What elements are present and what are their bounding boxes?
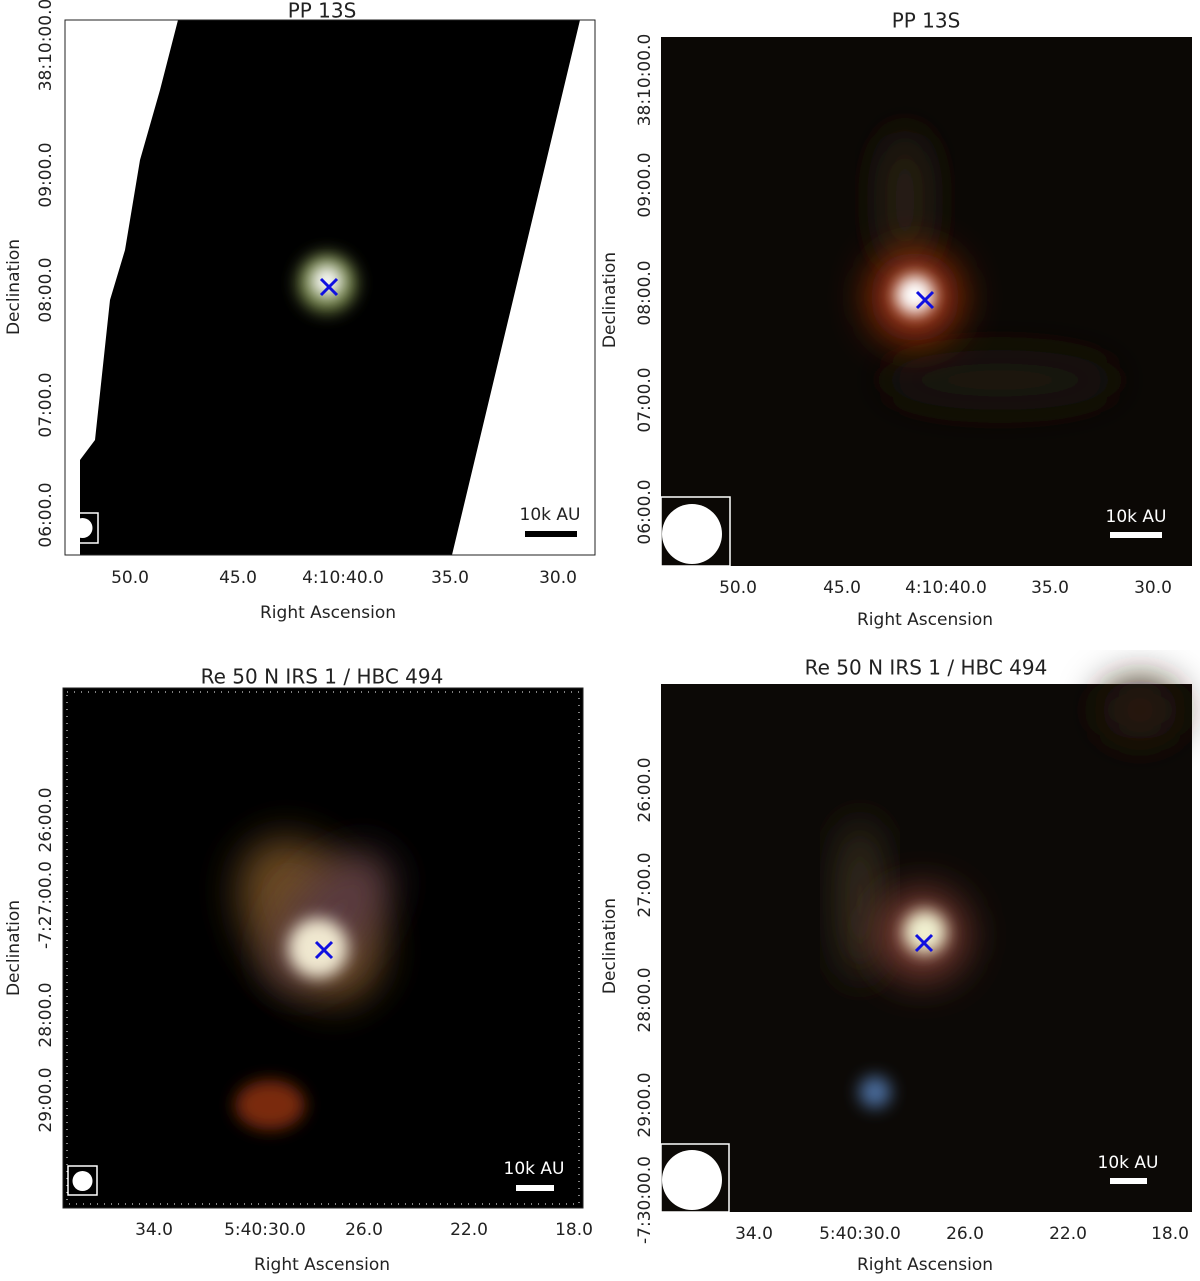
y-tick-label: 28:00.0	[635, 967, 655, 1032]
panel-title: Re 50 N IRS 1 / HBC 494	[805, 656, 1048, 680]
x-tick-label: 35.0	[431, 568, 469, 588]
y-tick-label: 08:00.0	[635, 260, 655, 325]
y-axis-label: Declination	[4, 239, 24, 335]
y-tick-label: 08:00.0	[36, 257, 56, 322]
y-tick-label: 38:10:00.0	[635, 34, 655, 127]
x-tick-label: 4:10:40.0	[905, 578, 987, 598]
beams	[66, 496, 731, 1213]
scale-bar-label: 10k AU	[520, 505, 581, 525]
x-tick-label: 26.0	[345, 1220, 383, 1240]
y-axis-label: Declination	[600, 898, 620, 994]
x-tick-label: 18.0	[555, 1220, 593, 1240]
scale-bar-label: 10k AU	[504, 1159, 565, 1179]
y-tick-label: 06:00.0	[635, 479, 655, 544]
y-tick-label: 26:00.0	[36, 787, 56, 852]
y-tick-label: 27:00.0	[635, 852, 655, 917]
scale-bar-label: 10k AU	[1098, 1153, 1159, 1173]
image-2	[661, 37, 1192, 566]
x-tick-label: 30.0	[1134, 578, 1172, 598]
y-tick-label: 26:00.0	[635, 757, 655, 822]
y-tick-label: 09:00.0	[36, 142, 56, 207]
panel-title: PP 13S	[288, 0, 357, 23]
y-tick-label: 29:00.0	[36, 1067, 56, 1132]
x-tick-label: 45.0	[219, 568, 257, 588]
x-tick-label: 34.0	[135, 1220, 173, 1240]
image-4	[661, 680, 1192, 1212]
y-tick-label: 07:00.0	[36, 372, 56, 437]
y-axis-label: Declination	[600, 252, 620, 348]
x-tick-label: 26.0	[946, 1224, 984, 1244]
x-axis-label: Right Ascension	[260, 603, 396, 623]
y-tick-label: 07:00.0	[635, 367, 655, 432]
y-tick-label: -7:30:00.0	[635, 1156, 655, 1244]
x-axis-label: Right Ascension	[254, 1255, 390, 1275]
y-tick-label: 09:00.0	[635, 152, 655, 217]
x-tick-label: 45.0	[823, 578, 861, 598]
y-axis-label: Declination	[4, 900, 24, 996]
x-tick-label: 22.0	[1049, 1224, 1087, 1244]
y-tick-label: -7:27:00.0	[36, 861, 56, 949]
y-tick-label: 28:00.0	[36, 982, 56, 1047]
x-tick-label: 4:10:40.0	[302, 568, 384, 588]
x-tick-label: 50.0	[111, 568, 149, 588]
x-axis-label: Right Ascension	[857, 610, 993, 630]
x-axis-label: Right Ascension	[857, 1255, 993, 1275]
y-tick-label: 38:10:00.0	[36, 0, 56, 91]
x-tick-label: 35.0	[1031, 578, 1069, 598]
panel-title: PP 13S	[892, 9, 961, 33]
x-tick-label: 5:40:30.0	[224, 1220, 306, 1240]
panel-title: Re 50 N IRS 1 / HBC 494	[201, 665, 444, 689]
x-tick-label: 5:40:30.0	[819, 1224, 901, 1244]
x-tick-label: 50.0	[719, 578, 757, 598]
x-tick-label: 22.0	[450, 1220, 488, 1240]
y-tick-label: 29:00.0	[635, 1072, 655, 1137]
x-tick-label: 18.0	[1151, 1224, 1189, 1244]
x-tick-label: 34.0	[735, 1224, 773, 1244]
source-markers	[314, 277, 935, 960]
scale-bar-label: 10k AU	[1106, 507, 1167, 527]
y-tick-label: 06:00.0	[36, 482, 56, 547]
x-tick-label: 30.0	[539, 568, 577, 588]
